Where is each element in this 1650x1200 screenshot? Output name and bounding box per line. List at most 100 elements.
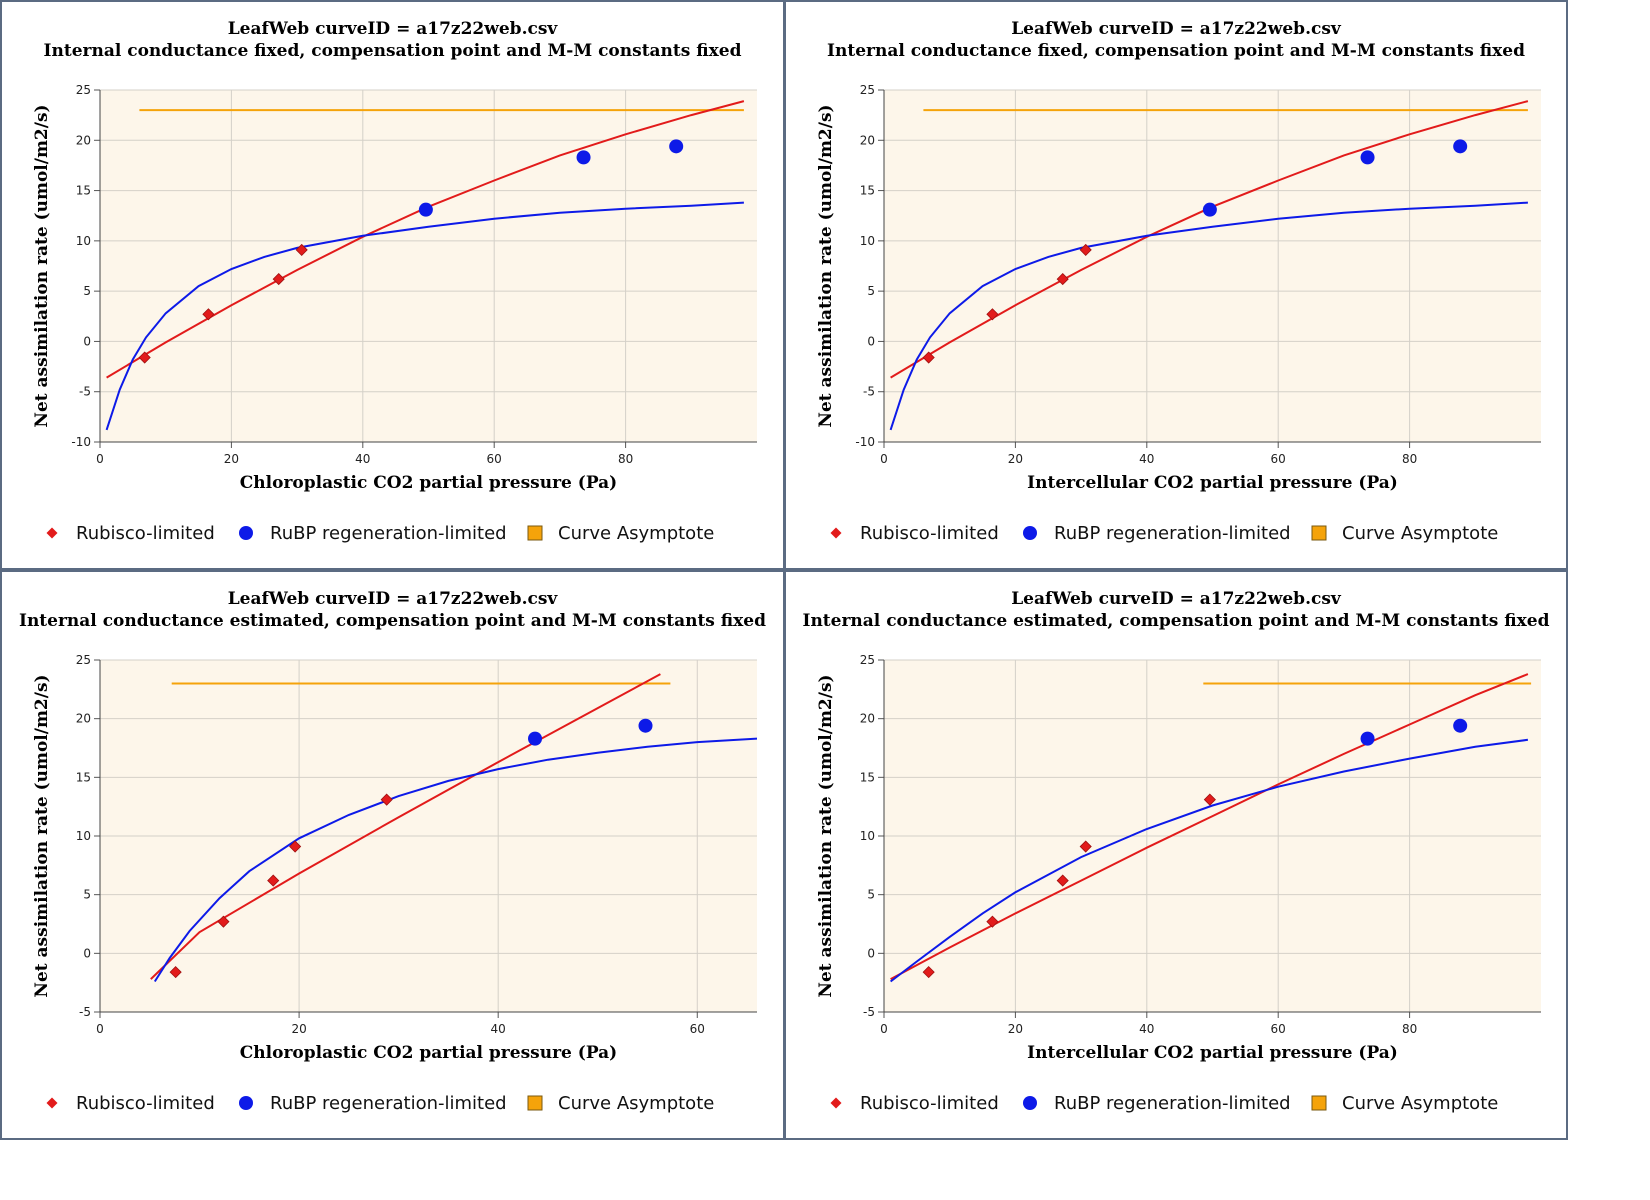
chart-svg-3: LeafWeb curveID = a17z22web.csvInternal … — [19, 589, 766, 1114]
rubp-point — [1453, 139, 1468, 154]
rubp-point — [1202, 202, 1217, 217]
plot-area — [100, 90, 757, 442]
rubisco-point — [289, 840, 302, 853]
x-tick-label: 20 — [1008, 452, 1023, 466]
y-tick-label: 10 — [860, 829, 875, 843]
y-tick-label: 10 — [860, 234, 875, 248]
legend-rubp-marker — [1023, 1096, 1037, 1110]
y-tick-label: 15 — [860, 770, 875, 784]
x-tick-label: 60 — [690, 1022, 705, 1036]
legend-rubisco-marker — [830, 527, 842, 539]
x-tick-label: 0 — [96, 452, 104, 466]
legend-asymptote-label: Curve Asymptote — [1342, 523, 1498, 544]
rubp-curve — [153, 737, 757, 983]
legend-rubisco-marker — [46, 527, 58, 539]
y-tick-label: 5 — [867, 284, 875, 298]
y-tick-label: 0 — [83, 946, 91, 960]
y-tick-label: -5 — [863, 385, 875, 399]
legend-rubp-label: RuBP regeneration-limited — [270, 523, 507, 544]
x-tick-label: 40 — [491, 1022, 506, 1036]
rubisco-point — [272, 273, 285, 286]
y-tick-label: 10 — [76, 234, 91, 248]
legend-rubp-marker — [1023, 526, 1037, 540]
x-tick-label: 40 — [1139, 452, 1154, 466]
legend: Rubisco-limited RuBP regeneration-limited… — [46, 523, 714, 544]
x-tick-label: 60 — [1271, 452, 1286, 466]
y-tick-label: 25 — [76, 83, 91, 97]
chart-panel-3: LeafWeb curveID = a17z22web.csv Internal … — [2, 572, 783, 1138]
rubp-curve — [105, 201, 744, 431]
x-axis-label: Intercellular CO2 partial pressure (Pa) — [1027, 473, 1398, 493]
chart-grid: LeafWeb curveID = a17z22web.csv Internal … — [0, 0, 1568, 1140]
legend-rubp-label: RuBP regeneration-limited — [270, 1093, 507, 1114]
y-tick-label: 25 — [860, 653, 875, 667]
rubisco-point — [922, 966, 935, 979]
x-tick-label: 80 — [618, 452, 633, 466]
x-axis-label: Chloroplastic CO2 partial pressure (Pa) — [240, 473, 617, 493]
chart-panel-1: LeafWeb curveID = a17z22web.csv Internal … — [2, 2, 783, 568]
chart-panel-4: LeafWeb curveID = a17z22web.csv Internal … — [786, 572, 1566, 1138]
rubp-curve — [889, 738, 1529, 983]
legend-asymptote-label: Curve Asymptote — [558, 1093, 714, 1114]
y-tick-label: 15 — [860, 184, 875, 198]
legend-rubisco-label: Rubisco-limited — [76, 1093, 215, 1114]
y-tick-label: 20 — [860, 133, 875, 147]
chart-title: LeafWeb curveID = a17z22web.csv — [1011, 589, 1342, 609]
rubp-point — [638, 718, 653, 733]
x-tick-label: 80 — [1402, 1022, 1417, 1036]
y-tick-label: 20 — [76, 133, 91, 147]
y-tick-label: -5 — [863, 1005, 875, 1019]
chart-title: LeafWeb curveID = a17z22web.csv — [228, 19, 559, 39]
y-axis-label: Net assimilation rate (umol/m2/s) — [32, 104, 52, 427]
rubp-point — [1360, 731, 1375, 746]
legend-rubisco-label: Rubisco-limited — [76, 523, 215, 544]
legend-asymptote-marker — [1311, 525, 1327, 541]
rubp-point — [669, 139, 684, 154]
y-tick-label: 0 — [867, 334, 875, 348]
y-tick-label: 20 — [76, 712, 91, 726]
rubisco-point — [138, 351, 151, 364]
rubisco-point — [986, 915, 999, 928]
y-tick-label: 5 — [83, 284, 91, 298]
chart-panel-2: LeafWeb curveID = a17z22web.csv Internal … — [786, 2, 1566, 568]
rubp-point — [576, 150, 591, 165]
rubisco-point — [1056, 273, 1069, 286]
chart-subtitle: Internal conductance fixed, compensation… — [827, 41, 1525, 61]
rubp-point — [1360, 150, 1375, 165]
x-tick-label: 60 — [1271, 1022, 1286, 1036]
plot-area — [884, 90, 1541, 442]
legend-rubisco-marker — [46, 1097, 58, 1109]
x-tick-label: 0 — [96, 1022, 104, 1036]
chart-svg-1: LeafWeb curveID = a17z22web.csvInternal … — [32, 19, 757, 544]
y-tick-label: 20 — [860, 712, 875, 726]
rubisco-point — [295, 243, 308, 256]
rubisco-point — [1056, 874, 1069, 887]
legend-rubp-label: RuBP regeneration-limited — [1054, 523, 1291, 544]
rubisco-point — [169, 966, 182, 979]
chart-subtitle: Internal conductance estimated, compensa… — [803, 611, 1550, 631]
y-axis-label: Net assimilation rate (umol/m2/s) — [32, 674, 52, 997]
legend-rubp-label: RuBP regeneration-limited — [1054, 1093, 1291, 1114]
y-axis-label: Net assimilation rate (umol/m2/s) — [816, 674, 836, 997]
x-tick-label: 20 — [291, 1022, 306, 1036]
legend-rubp-marker — [239, 1096, 253, 1110]
y-tick-label: 15 — [76, 770, 91, 784]
legend-rubisco-label: Rubisco-limited — [860, 523, 999, 544]
rubisco-point — [986, 308, 999, 321]
y-axis-label: Net assimilation rate (umol/m2/s) — [816, 104, 836, 427]
legend-rubp-marker — [239, 526, 253, 540]
legend-asymptote-label: Curve Asymptote — [558, 523, 714, 544]
rubisco-curve — [150, 673, 661, 980]
rubp-point — [528, 731, 543, 746]
rubisco-point — [217, 915, 230, 928]
rubp-curve — [889, 201, 1528, 431]
chart-title: LeafWeb curveID = a17z22web.csv — [1011, 19, 1342, 39]
rubp-point — [418, 202, 433, 217]
y-tick-label: 0 — [83, 334, 91, 348]
y-tick-label: 15 — [76, 184, 91, 198]
x-tick-label: 20 — [224, 452, 239, 466]
x-axis-label: Chloroplastic CO2 partial pressure (Pa) — [240, 1043, 617, 1063]
legend-asymptote-marker — [527, 1095, 543, 1111]
y-tick-label: 25 — [860, 83, 875, 97]
x-tick-label: 0 — [880, 452, 888, 466]
